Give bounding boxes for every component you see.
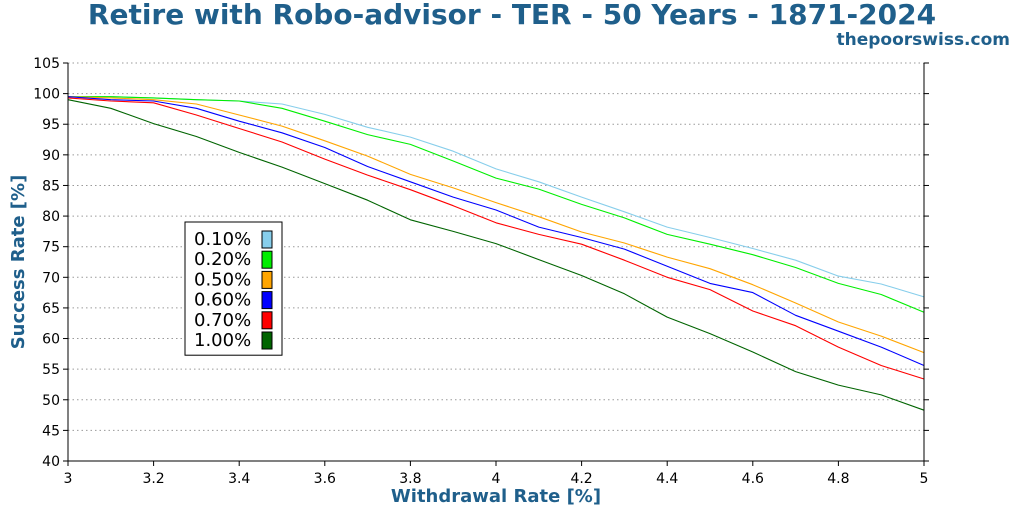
x-tick-label: 3.2 — [142, 471, 164, 487]
x-tick-label: 4.6 — [742, 471, 764, 487]
x-axis-title: Withdrawal Rate [%] — [391, 486, 601, 507]
legend-swatch — [261, 331, 273, 350]
y-tick-label: 80 — [42, 209, 60, 225]
y-tick-label: 85 — [42, 178, 60, 194]
y-tick-label: 75 — [42, 240, 60, 256]
series-line-100 — [67, 99, 925, 411]
y-tick-label: 70 — [42, 270, 60, 286]
legend-swatch — [261, 291, 273, 310]
y-tick-label: 100 — [33, 87, 60, 103]
series-line-070 — [67, 97, 925, 380]
legend-swatch — [261, 230, 273, 249]
site-watermark: thepoorswiss.com — [836, 30, 1011, 50]
legend-label: 1.00% — [194, 330, 251, 351]
y-tick-label: 105 — [33, 56, 60, 72]
x-tick-label: 3.8 — [399, 471, 421, 487]
x-tick-label: 4 — [492, 471, 501, 487]
series-line-050 — [67, 96, 925, 354]
legend-label: 0.10% — [194, 229, 251, 250]
y-tick-label: 90 — [42, 148, 60, 164]
legend-label: 0.50% — [194, 269, 251, 290]
y-tick-label: 45 — [42, 423, 60, 439]
x-tick-label: 3 — [64, 471, 73, 487]
x-tick-label: 4.4 — [656, 471, 678, 487]
legend-swatch — [261, 270, 273, 289]
series-lines — [67, 96, 925, 411]
series-line-060 — [67, 96, 925, 367]
legend-swatch — [261, 311, 273, 330]
y-tick-label: 50 — [42, 393, 60, 409]
y-axis-title: Success Rate [%] — [8, 175, 29, 350]
legend: 0.10%0.20%0.50%0.60%0.70%1.00% — [184, 221, 283, 356]
legend-label: 0.70% — [194, 310, 251, 331]
chart-title: Retire with Robo-advisor - TER - 50 Year… — [87, 0, 937, 31]
y-tick-label: 55 — [42, 362, 60, 378]
y-tick-label: 60 — [42, 332, 60, 348]
x-tick-label: 4.8 — [827, 471, 849, 487]
series-line-020 — [68, 96, 925, 313]
y-tick-label: 65 — [42, 301, 60, 317]
legend-label: 0.20% — [194, 249, 251, 270]
x-tick-label: 3.4 — [228, 471, 250, 487]
grid-lines — [68, 62, 924, 431]
y-tick-label: 95 — [42, 117, 60, 133]
legend-swatch — [261, 250, 273, 269]
axes — [63, 62, 929, 466]
legend-label: 0.60% — [194, 290, 251, 311]
y-tick-label: 40 — [42, 454, 60, 470]
x-tick-label: 5 — [920, 471, 929, 487]
x-tick-label: 3.6 — [314, 471, 336, 487]
x-tick-label: 4.2 — [570, 471, 592, 487]
